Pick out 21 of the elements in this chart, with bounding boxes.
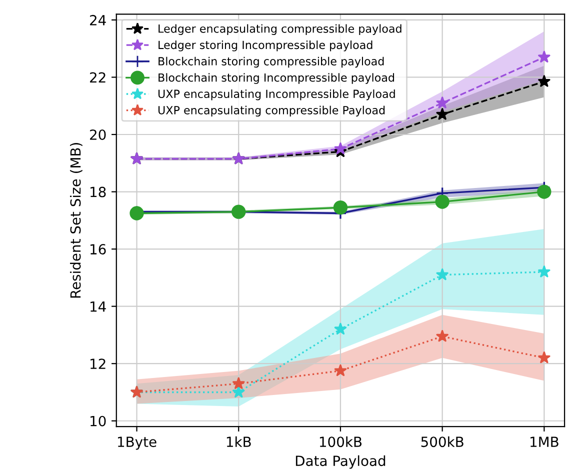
y-tick-label: 10 [90, 416, 106, 426]
y-tick-label: 24 [90, 14, 106, 26]
legend-label: Blockchain storing Incompressible payload [158, 73, 394, 84]
y-tick-label: 16 [90, 244, 106, 255]
legend-label: Blockchain storing compressible payload [158, 56, 384, 68]
x-tick-label: 1MB [530, 436, 558, 447]
legend-label: Ledger encapsulating compressible payload [158, 24, 402, 35]
x-tick-label: 500kB [421, 436, 464, 448]
x-axis-title: Data Payload [296, 455, 386, 469]
y-tick-label: 20 [90, 129, 106, 140]
y-axis-title: Resident Set Size (MB) [70, 143, 82, 298]
x-tick-label: 1Byte [118, 436, 156, 450]
y-tick-label: 12 [90, 358, 106, 369]
x-tick-label: 100kB [320, 436, 362, 448]
y-tick-label: 18 [90, 186, 106, 198]
y-tick-label: 22 [90, 72, 106, 82]
legend-label: UXP encapsulating Incompressible Payload [158, 89, 395, 100]
y-tick-label: 14 [90, 301, 106, 312]
legend-label: Ledger storing Incompressible payload [158, 40, 372, 52]
x-tick-label: 1kB [226, 436, 251, 447]
legend-label: UXP encapsulating compressible Payload [158, 106, 385, 117]
